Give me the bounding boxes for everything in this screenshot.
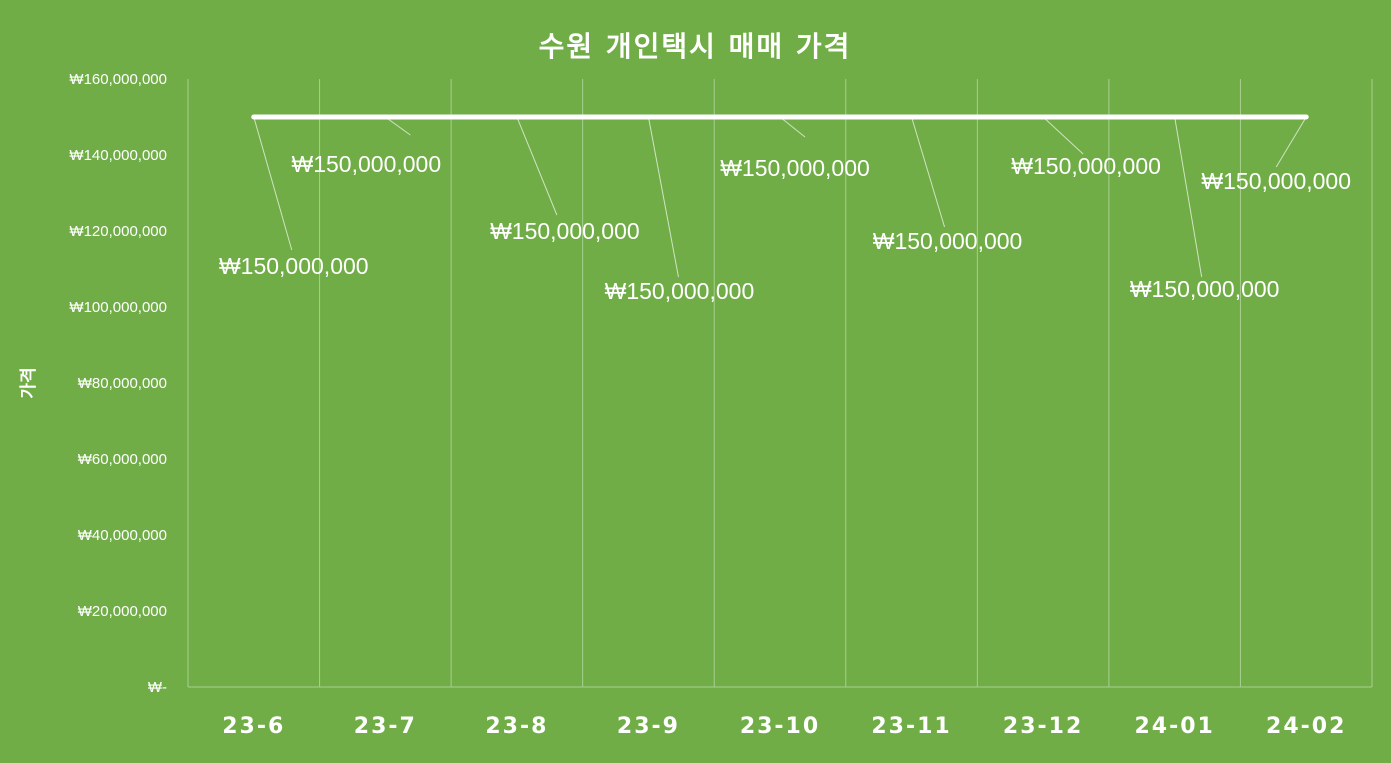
- y-tick-label: ₩140,000,000: [69, 147, 167, 164]
- leader-line: [779, 116, 806, 138]
- leader-line: [1042, 116, 1084, 155]
- leader-line: [911, 116, 946, 228]
- leader-line: [385, 116, 411, 136]
- data-label: ₩150,000,000: [219, 253, 369, 279]
- x-tick-label: 23-7: [354, 714, 417, 739]
- y-tick-label: ₩120,000,000: [69, 223, 167, 240]
- leader-line: [253, 116, 293, 251]
- x-tick-label: 23-12: [1003, 714, 1083, 739]
- x-tick-label: 23-8: [485, 714, 548, 739]
- leader-line: [516, 116, 558, 216]
- y-tick-label: ₩20,000,000: [78, 603, 167, 620]
- leader-line: [1174, 116, 1203, 278]
- y-axis-ticks: ₩- ₩20,000,000 ₩40,000,000 ₩60,000,000 ₩80,0…: [69, 71, 167, 696]
- x-tick-label: 24-02: [1266, 714, 1346, 739]
- x-tick-label: 23-10: [740, 714, 820, 739]
- data-label: ₩150,000,000: [292, 151, 442, 177]
- y-tick-label: ₩40,000,000: [78, 527, 167, 544]
- chart-title: 수원 개인택시 매매 가격: [539, 30, 852, 63]
- y-tick-label: ₩-: [148, 679, 167, 696]
- y-tick-label: ₩100,000,000: [69, 299, 167, 316]
- data-label: ₩150,000,000: [490, 218, 640, 244]
- leader-line: [647, 116, 679, 278]
- data-label: ₩150,000,000: [720, 155, 870, 181]
- y-tick-label: ₩160,000,000: [69, 71, 167, 88]
- y-tick-label: ₩60,000,000: [78, 451, 167, 468]
- x-tick-label: 24-01: [1134, 714, 1214, 739]
- data-label: ₩150,000,000: [873, 228, 1023, 254]
- x-tick-label: 23-9: [617, 714, 680, 739]
- data-label: ₩150,000,000: [1011, 153, 1161, 179]
- x-tick-label: 23-6: [222, 714, 285, 739]
- data-label: ₩150,000,000: [1201, 168, 1351, 194]
- gridlines: [187, 79, 1373, 687]
- data-label-leaders: [253, 116, 1307, 278]
- data-labels: ₩150,000,000 ₩150,000,000 ₩150,000,000 ₩150…: [219, 151, 1351, 304]
- y-axis-label: 가격: [19, 367, 39, 398]
- x-tick-label: 23-11: [871, 714, 951, 739]
- x-axis-ticks: 23-6 23-7 23-8 23-9 23-10 23-11 23-12 24-01 24-0…: [222, 714, 1346, 739]
- data-label: ₩150,000,000: [1130, 276, 1280, 302]
- data-label: ₩150,000,000: [605, 278, 755, 304]
- y-tick-label: ₩80,000,000: [78, 375, 167, 392]
- leader-line: [1275, 116, 1307, 168]
